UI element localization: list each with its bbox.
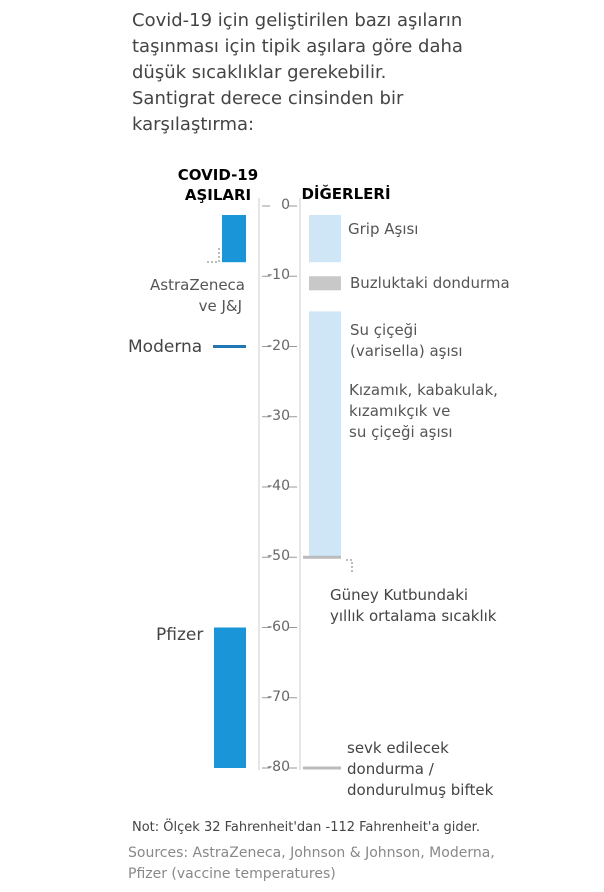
label-southpole: Güney Kutbundaki yıllık ortalama sıcaklı… [330, 585, 496, 627]
bar-grip [309, 215, 341, 263]
leader-southpole [346, 559, 353, 574]
label-astrazeneca: AstraZeneca ve J&J [150, 275, 245, 317]
label-line: Kızamık, kabakulak, [349, 381, 498, 399]
intro-line: Santigrat derece cinsinden bir [132, 88, 404, 109]
intro-line: taşınması için tipik aşılara göre daha [132, 36, 463, 57]
label-line: su çiçeği aşısı [349, 423, 453, 441]
header-line: AŞILARI [184, 186, 252, 204]
label-line: Güney Kutbundaki [330, 586, 469, 604]
sources-line: Sources: AstraZeneca, Johnson & Johnson,… [128, 845, 495, 861]
tick-label: -20 [267, 337, 290, 354]
leader-astrazeneca [205, 248, 220, 263]
bar-icecream [303, 766, 341, 770]
label-line: ve J&J [198, 297, 242, 315]
intro-line: Covid-19 için geliştirilen bazı aşıların [132, 10, 463, 31]
label-icecream: sevk edilecek dondurma / dondurulmuş bif… [347, 738, 493, 801]
intro-text: Covid-19 için geliştirilen bazı aşıların… [132, 8, 532, 138]
label-mmr: Kızamık, kabakulak, kızamıkçık ve su çiç… [349, 380, 498, 443]
label-line: sevk edilecek [347, 739, 449, 757]
tick-label: -30 [267, 407, 290, 424]
tick-label: -60 [267, 618, 290, 635]
label-line: Su çiçeği [350, 321, 418, 339]
label-line: AstraZeneca [150, 276, 245, 294]
bar-moderna [213, 345, 246, 348]
label-freezer: Buzluktaki dondurma [350, 274, 510, 292]
others-header: DİĞERLERİ [301, 185, 391, 203]
bar-freezer [309, 276, 341, 291]
label-pfizer: Pfizer [156, 625, 204, 645]
label-grip: Grip Aşısı [348, 220, 419, 238]
tick-label: 0 [281, 197, 290, 213]
bar-pfizer [214, 627, 246, 768]
bar-varicella-mmr [309, 311, 341, 558]
label-line: dondurulmuş biftek [347, 781, 494, 799]
label-line: dondurma / [347, 760, 434, 778]
label-line: yıllık ortalama sıcaklık [330, 607, 497, 625]
bar-astrazeneca [222, 215, 246, 263]
sources-line: Pfizer (vaccine temperatures) [128, 866, 336, 882]
scale-note: Not: Ölçek 32 Fahrenheit'dan -112 Fahren… [132, 820, 480, 835]
sources: Sources: AstraZeneca, Johnson & Johnson,… [128, 843, 495, 885]
bar-southpole [303, 555, 341, 559]
covid-vaccines-header: COVID-19 AŞILARI [168, 165, 268, 205]
label-varicella: Su çiçeği (varisella) aşısı [350, 320, 463, 362]
label-line: (varisella) aşısı [350, 342, 463, 360]
tick-label: -80 [267, 759, 290, 775]
tick-label: -70 [267, 688, 290, 705]
intro-line: karşılaştırma: [132, 114, 255, 135]
tick-label: -10 [267, 267, 290, 284]
intro-line: düşük sıcaklıklar gerekebilir. [132, 62, 387, 83]
label-line: kızamıkçık ve [349, 402, 451, 420]
tick-label: -40 [267, 478, 290, 494]
header-line: COVID-19 [177, 166, 259, 184]
label-moderna: Moderna [128, 337, 203, 357]
tick-label: -50 [267, 548, 290, 565]
